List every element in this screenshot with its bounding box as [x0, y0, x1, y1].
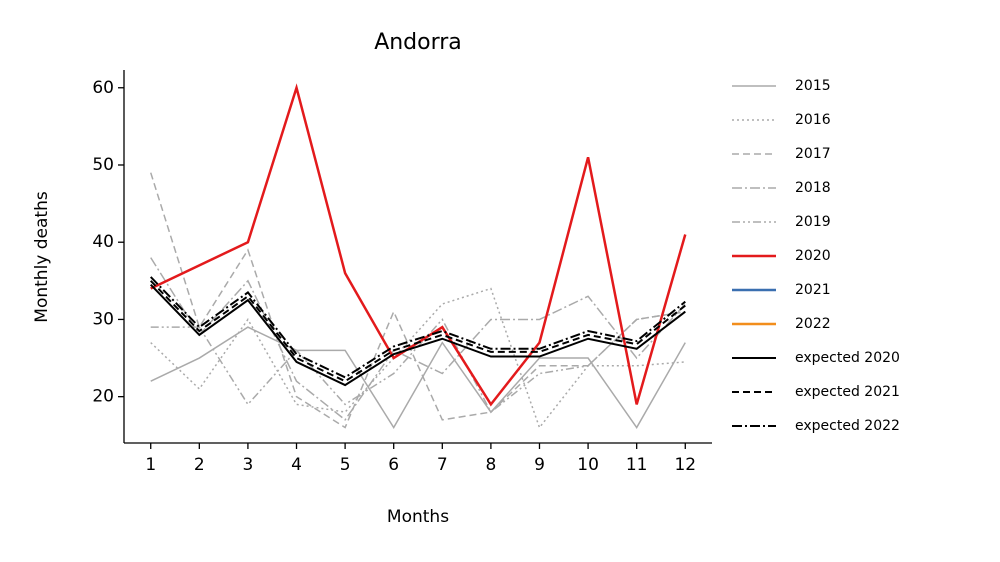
legend-label: 2016 — [795, 112, 831, 128]
y-tick-label: 50 — [92, 155, 114, 175]
legend-label: 2022 — [795, 316, 831, 332]
x-tick-label: 11 — [626, 455, 648, 475]
x-tick-label: 10 — [577, 455, 599, 475]
y-tick-label: 20 — [92, 387, 114, 407]
y-tick-label: 60 — [92, 78, 114, 98]
series-line — [150, 276, 686, 379]
legend-label: expected 2022 — [795, 418, 900, 434]
series-line — [150, 257, 686, 421]
legend-label: 2021 — [795, 282, 831, 298]
x-tick-label: 2 — [194, 455, 205, 475]
x-tick-label: 12 — [674, 455, 696, 475]
legend-label: 2017 — [795, 146, 831, 162]
series-line — [150, 172, 686, 429]
legend-label: expected 2020 — [795, 350, 900, 366]
x-tick-label: 8 — [485, 455, 496, 475]
x-tick-label: 1 — [145, 455, 156, 475]
series-line — [150, 287, 686, 430]
x-tick-label: 5 — [340, 455, 351, 475]
legend-label: 2018 — [795, 180, 831, 196]
series-line — [150, 83, 687, 407]
x-tick-label: 3 — [243, 455, 254, 475]
series-line — [150, 310, 686, 414]
legend-label: 2019 — [795, 214, 831, 230]
y-axis-label: Monthly deaths — [32, 191, 52, 323]
legend-label: 2015 — [795, 78, 831, 94]
y-tick-label: 30 — [92, 309, 114, 329]
x-tick-label: 4 — [291, 455, 302, 475]
legend-label: 2020 — [795, 248, 831, 264]
chart-title: Andorra — [374, 30, 462, 55]
x-tick-label: 9 — [534, 455, 545, 475]
y-tick-label: 40 — [92, 232, 114, 252]
x-tick-label: 7 — [437, 455, 448, 475]
legend-label: expected 2021 — [795, 384, 900, 400]
series-line — [150, 280, 686, 383]
x-axis-label: Months — [387, 507, 449, 527]
series-line — [150, 283, 686, 387]
x-tick-label: 6 — [388, 455, 399, 475]
